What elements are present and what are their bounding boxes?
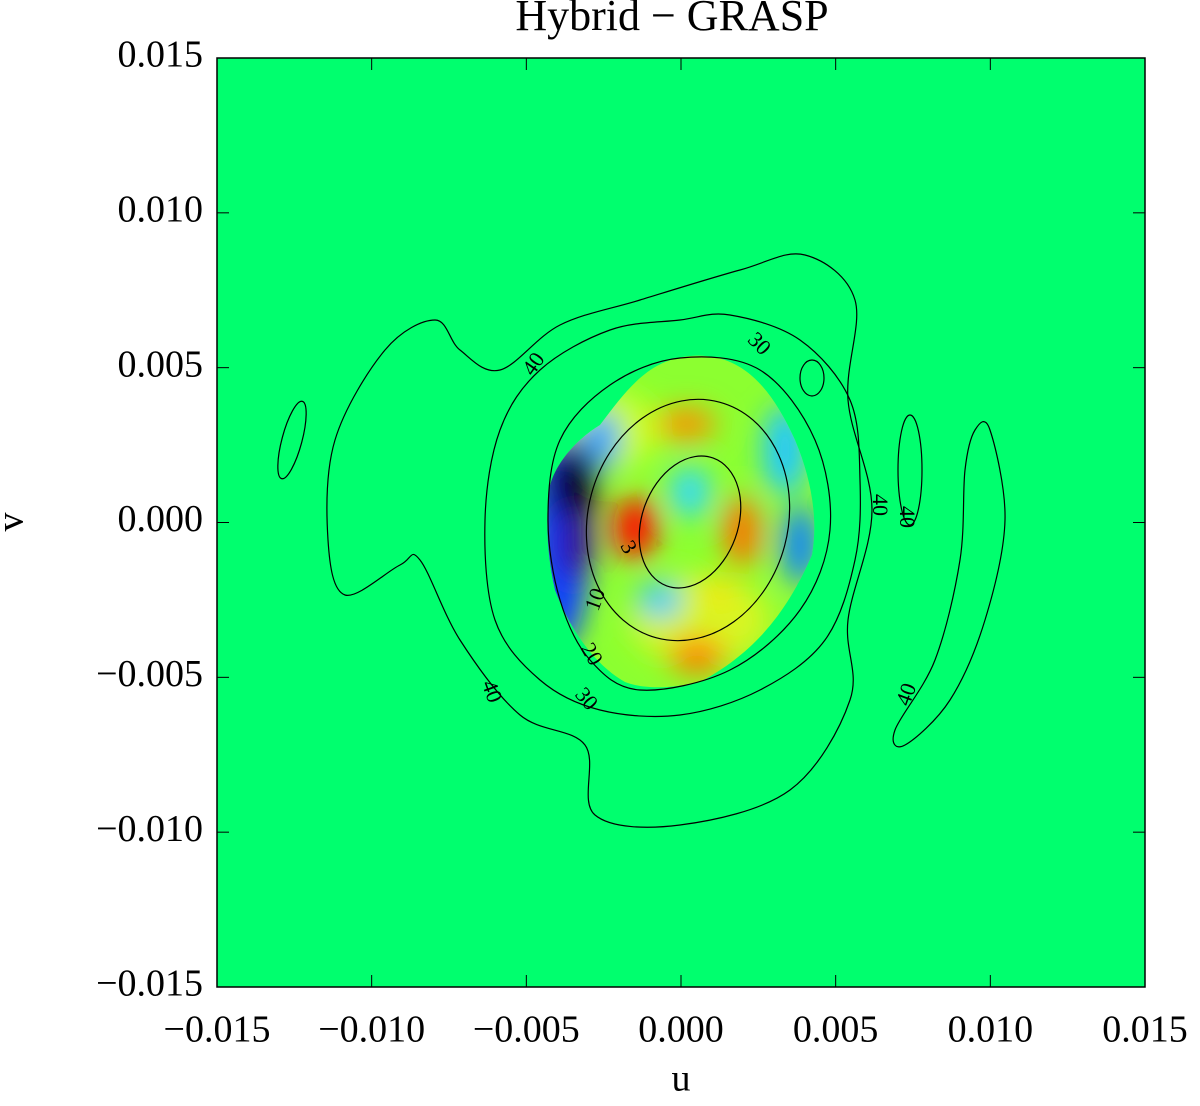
contour-line [638,455,742,589]
contour-line [892,421,1006,748]
y-tick-label: −0.015 [96,963,203,1005]
x-tick-label: 0.015 [1102,1009,1188,1051]
y-tick-label: −0.005 [96,653,203,695]
contour-label: 40 [895,506,920,528]
x-axis-label: u [672,1058,691,1100]
contour-label: 40 [868,494,893,516]
x-tick-label: 0.000 [638,1009,724,1051]
contour-line [277,400,307,480]
x-tick-label: −0.005 [473,1009,580,1051]
contour-line [484,313,861,718]
contour-line [547,356,832,691]
y-tick-label: 0.010 [118,189,204,231]
contour-line [585,398,791,642]
y-tick-label: 0.005 [118,343,204,385]
contour-line [326,253,873,828]
x-tick-label: −0.010 [318,1009,425,1051]
y-axis-label: v [0,513,32,532]
contour-line [897,414,923,526]
chart-title: Hybrid − GRASP [515,0,828,40]
x-tick-label: 0.005 [793,1009,879,1051]
x-tick-label: 0.010 [948,1009,1034,1051]
contour-line [799,359,825,397]
y-tick-label: 0.015 [118,34,204,76]
y-tick-label: −0.010 [96,808,203,850]
x-tick-label: −0.015 [164,1009,271,1051]
y-tick-label: 0.000 [118,498,204,540]
